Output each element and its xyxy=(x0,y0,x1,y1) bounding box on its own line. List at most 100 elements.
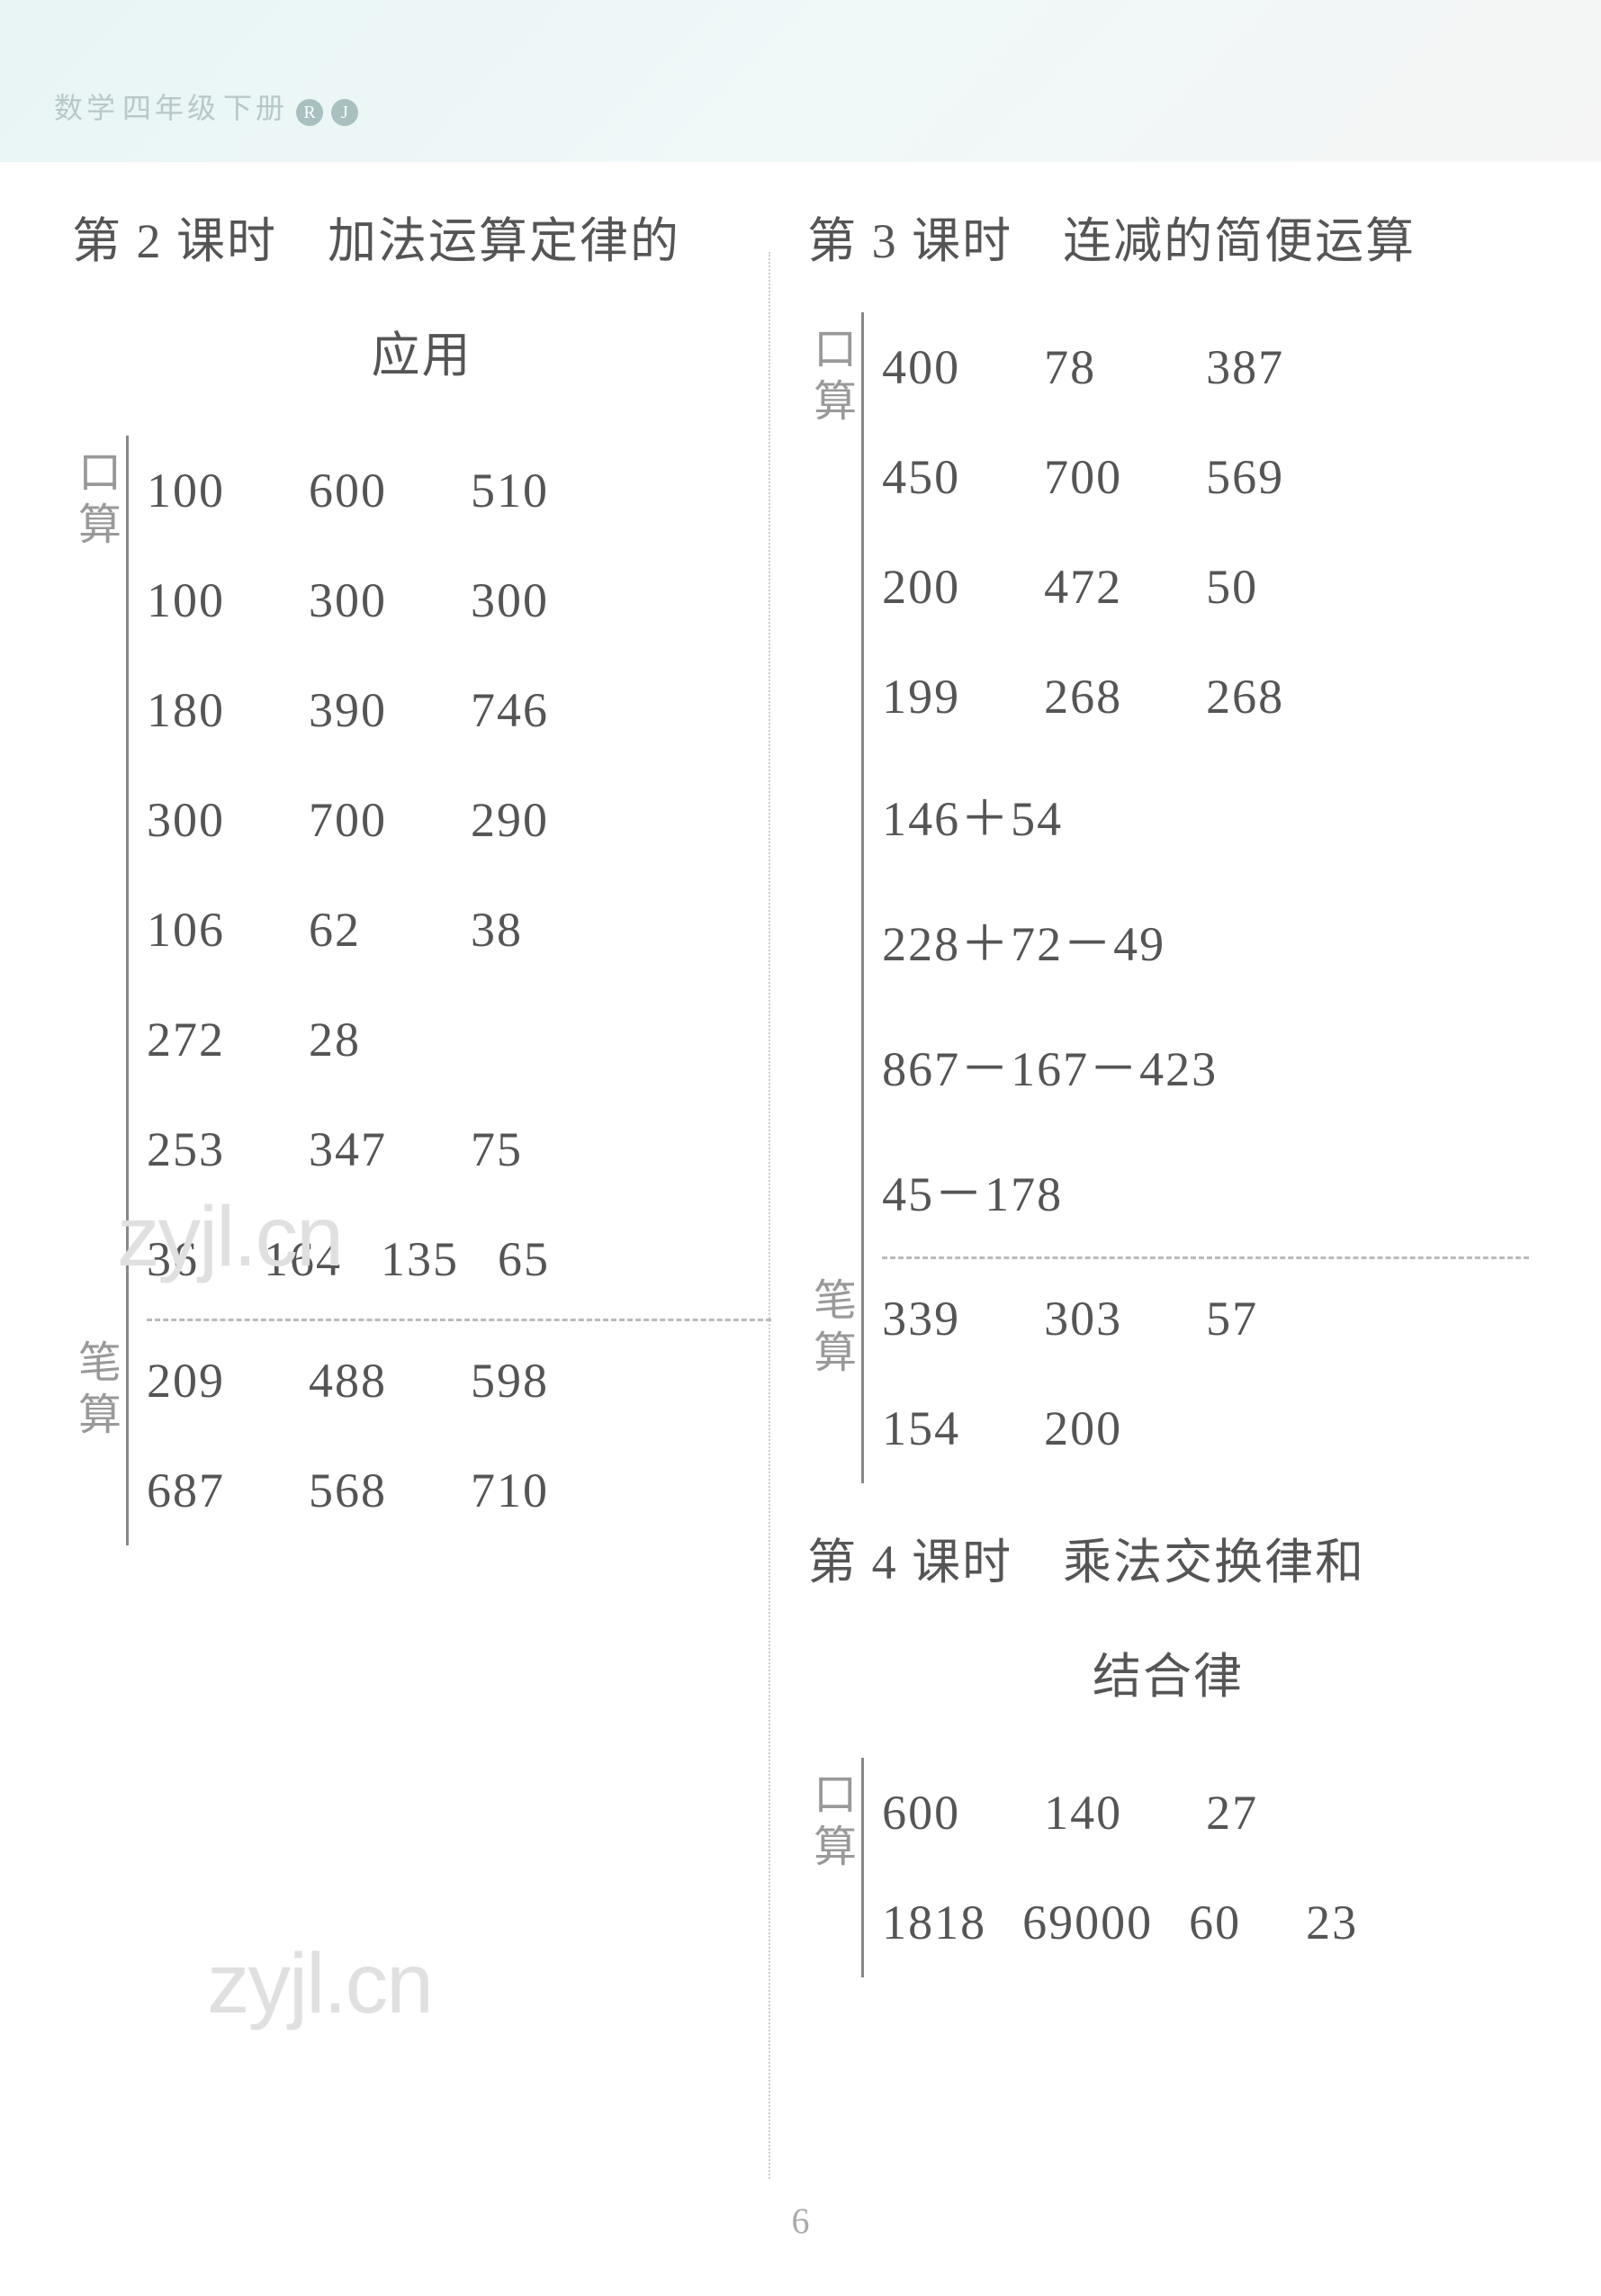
num-cell: 200 xyxy=(1044,1400,1152,1456)
page-content: 第 2 课时 加法运算定律的 应用 口算 100 600 510 100 300… xyxy=(0,162,1601,2013)
num-row: 400 78 387 xyxy=(882,312,1529,422)
expression-row: 867－167－423 xyxy=(882,1002,1529,1127)
header-badge-r: R xyxy=(296,99,323,126)
expression-row: 146＋54 xyxy=(882,752,1529,877)
num-cell: 290 xyxy=(471,792,579,848)
lesson3-mental-block: 口算 400 78 387 450 700 569 200 472 50 xyxy=(807,312,1529,1264)
num-cell: 209 xyxy=(147,1353,255,1409)
horizontal-divider xyxy=(147,1319,771,1321)
num-cell: 687 xyxy=(147,1463,255,1518)
num-cell: 154 xyxy=(882,1400,990,1456)
page-number: 6 xyxy=(792,2200,810,2242)
num-cell: 390 xyxy=(309,682,417,738)
header-badge-j: J xyxy=(331,99,358,126)
num-cell: 268 xyxy=(1206,669,1314,725)
num-cell: 300 xyxy=(147,792,255,848)
page-header: 数学 四年级 下册 R J xyxy=(0,0,1601,162)
num-cell: 62 xyxy=(309,902,417,958)
num-cell: 600 xyxy=(309,463,417,518)
num-cell: 472 xyxy=(1044,559,1152,615)
num-cell: 65 xyxy=(498,1231,579,1287)
horizontal-divider xyxy=(882,1256,1529,1259)
header-volume: 下册 xyxy=(223,92,288,124)
num-cell: 710 xyxy=(471,1463,579,1518)
num-cell: 700 xyxy=(309,792,417,848)
num-cell: 300 xyxy=(309,572,417,628)
num-cell: 27 xyxy=(1206,1785,1314,1841)
num-cell: 60 xyxy=(1189,1895,1270,1950)
num-cell: 300 xyxy=(471,572,579,628)
num-row: 450 700 569 xyxy=(882,422,1529,532)
expression-row: 45－178 xyxy=(882,1127,1529,1252)
num-cell: 598 xyxy=(471,1353,579,1409)
lesson2-written-block: 笔算 209 488 598 687 568 710 xyxy=(72,1326,771,1545)
lesson4-title-line2: 结合律 xyxy=(807,1634,1529,1721)
num-cell: 700 xyxy=(1044,449,1152,505)
lesson2-written-content: 209 488 598 687 568 710 xyxy=(126,1326,771,1545)
lesson4-title-line1: 第 4 课时 乘法交换律和 xyxy=(807,1519,1529,1607)
num-cell: 75 xyxy=(471,1121,579,1177)
lesson3-mental-content: 400 78 387 450 700 569 200 472 50 199 26… xyxy=(861,312,1529,1264)
header-grade: 四年级 xyxy=(122,92,220,124)
num-cell: 57 xyxy=(1206,1291,1314,1346)
num-cell: 69000 xyxy=(1022,1895,1153,1950)
num-cell: 746 xyxy=(471,682,579,738)
lesson4-mental-content: 600 140 27 1818 69000 60 23 xyxy=(861,1758,1529,1977)
lesson3-title: 第 3 课时 连减的简便运算 xyxy=(807,198,1529,285)
num-row: 300 700 290 xyxy=(147,765,771,875)
num-row: 180 390 746 xyxy=(147,655,771,765)
num-row: 600 140 27 xyxy=(882,1758,1529,1868)
num-row: 199 268 268 xyxy=(882,642,1529,752)
num-cell: 106 xyxy=(147,902,255,958)
num-row: 272 28 xyxy=(147,985,771,1094)
num-row: 209 488 598 xyxy=(147,1326,771,1436)
num-cell: 253 xyxy=(147,1121,255,1177)
num-cell: 488 xyxy=(309,1353,417,1409)
num-cell: 600 xyxy=(882,1785,990,1841)
num-cell: 272 xyxy=(147,1012,255,1067)
num-cell: 387 xyxy=(1206,339,1314,395)
num-row: 253 347 75 xyxy=(147,1094,771,1204)
num-cell: 135 xyxy=(381,1231,462,1287)
num-row: 339 303 57 xyxy=(882,1264,1529,1373)
num-cell: 164 xyxy=(264,1231,345,1287)
num-cell: 1818 xyxy=(882,1895,986,1950)
num-cell: 199 xyxy=(882,669,990,725)
num-cell: 303 xyxy=(1044,1291,1152,1346)
left-column: 第 2 课时 加法运算定律的 应用 口算 100 600 510 100 300… xyxy=(72,198,771,1977)
header-subject: 数学 xyxy=(54,92,119,124)
lesson2-title-line2: 应用 xyxy=(72,312,771,400)
num-cell: 200 xyxy=(882,559,990,615)
num-cell: 339 xyxy=(882,1291,990,1346)
num-cell: 450 xyxy=(882,449,990,505)
lesson4-mental-block: 口算 600 140 27 1818 69000 60 23 xyxy=(807,1758,1529,1977)
num-cell: 28 xyxy=(309,1012,417,1067)
num-cell: 100 xyxy=(147,572,255,628)
num-cell: 268 xyxy=(1044,669,1152,725)
num-row: 200 472 50 xyxy=(882,532,1529,642)
written-calc-label: 笔算 xyxy=(807,1264,861,1483)
num-cell: 510 xyxy=(471,463,579,518)
num-cell: 347 xyxy=(309,1121,417,1177)
lesson3-written-content: 339 303 57 154 200 xyxy=(861,1264,1529,1483)
num-row: 687 568 710 xyxy=(147,1436,771,1545)
num-cell: 100 xyxy=(147,463,255,518)
right-column: 第 3 课时 连减的简便运算 口算 400 78 387 450 700 569… xyxy=(771,198,1529,1977)
num-cell: 38 xyxy=(471,902,579,958)
num-cell: 23 xyxy=(1306,1895,1387,1950)
num-cell: 50 xyxy=(1206,559,1314,615)
mental-calc-label: 口算 xyxy=(807,312,861,1264)
num-row: 106 62 38 xyxy=(147,875,771,985)
num-cell: 569 xyxy=(1206,449,1314,505)
mental-calc-label: 口算 xyxy=(72,436,126,1326)
mental-calc-label: 口算 xyxy=(807,1758,861,1977)
lesson2-title-line1: 第 2 课时 加法运算定律的 xyxy=(72,198,771,285)
num-row: 100 600 510 xyxy=(147,436,771,545)
num-cell: 568 xyxy=(309,1463,417,1518)
num-row: 1818 69000 60 23 xyxy=(882,1868,1529,1977)
num-cell: 36 xyxy=(147,1231,228,1287)
lesson2-mental-content: 100 600 510 100 300 300 180 390 746 300 … xyxy=(126,436,771,1326)
num-row: 154 200 xyxy=(882,1373,1529,1483)
num-cell: 180 xyxy=(147,682,255,738)
num-cell: 140 xyxy=(1044,1785,1152,1841)
